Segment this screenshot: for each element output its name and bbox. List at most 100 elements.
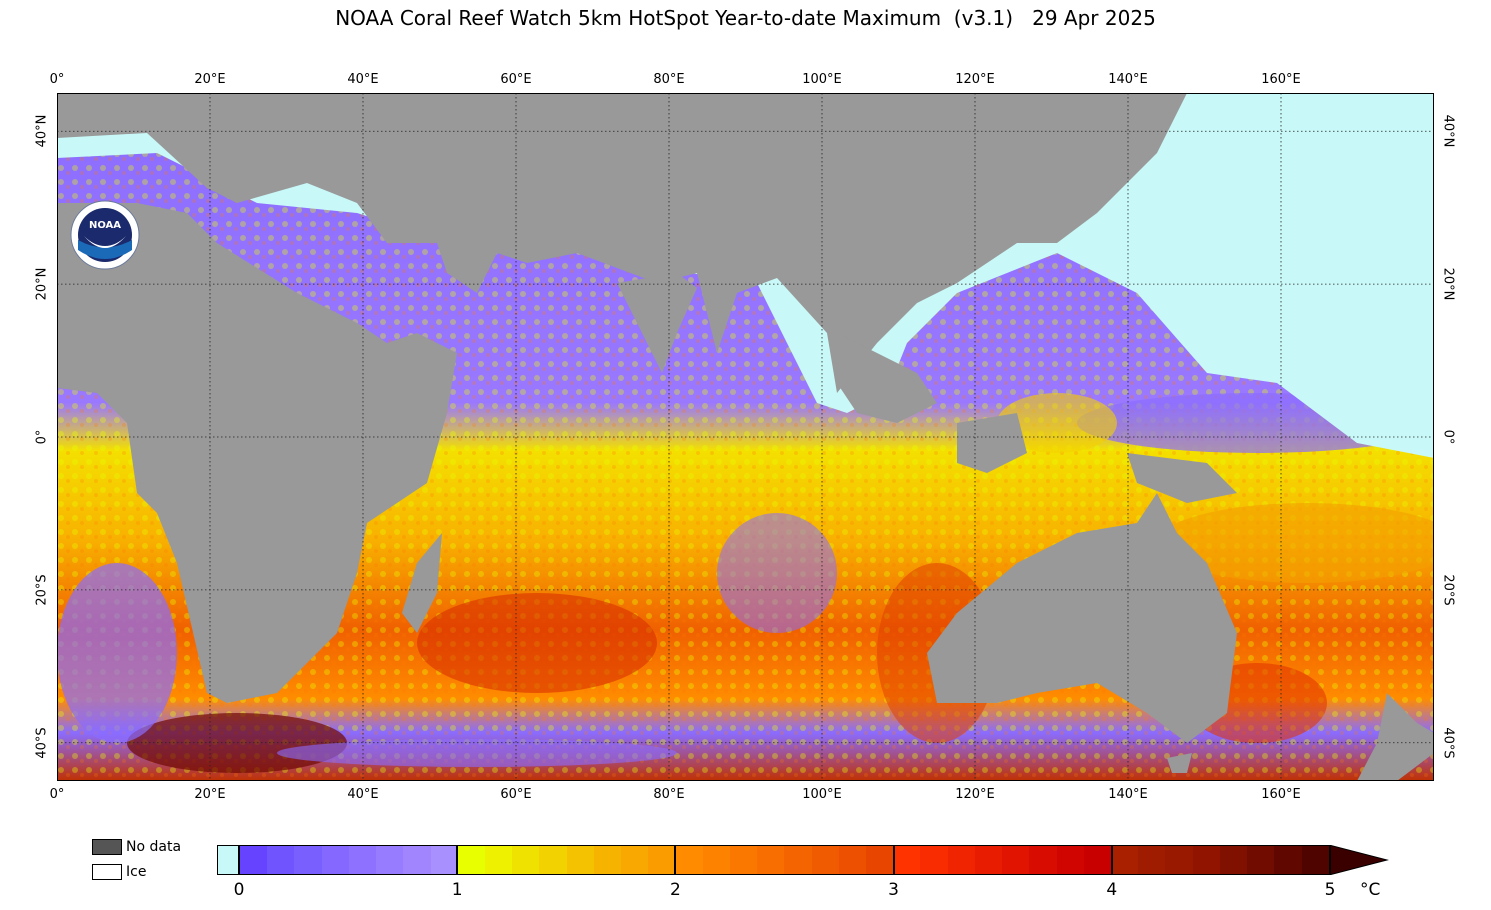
land-southeast-asia (837, 333, 937, 423)
land-new-zealand (1357, 693, 1434, 781)
lon-tick-label: 80°E (653, 72, 685, 87)
colorbar-tick-label: 5 (1324, 880, 1336, 900)
gridlines (57, 93, 1434, 781)
colorbar-arrow (1329, 845, 1389, 875)
lon-tick-label: 100°E (802, 787, 842, 802)
colorbar-segment (294, 846, 322, 874)
colorbar-segment (484, 846, 513, 874)
colorbar-segment (1192, 846, 1220, 874)
land-australia (927, 493, 1237, 743)
cool-patch (717, 513, 837, 633)
colorbar-segment (1247, 846, 1275, 874)
colorbar-segment (1056, 846, 1084, 874)
colorbar (217, 845, 1330, 875)
colorbar-segment (321, 846, 349, 874)
sst-hotspot-map[interactable] (57, 93, 1434, 781)
colorbar-segment (1083, 846, 1111, 874)
colorbar-segment (920, 846, 948, 874)
colorbar-unit: °C (1360, 880, 1381, 900)
lat-tick-label: 20°N (34, 267, 50, 301)
colorbar-segment (1165, 846, 1193, 874)
colorbar-segment (621, 846, 649, 874)
colorbar-segment (784, 846, 812, 874)
colorbar-segment (1002, 846, 1030, 874)
colorbar-segment (811, 846, 839, 874)
colorbar-tick (238, 845, 240, 875)
lon-tick-label: 80°E (653, 787, 685, 802)
colorbar-tick (892, 845, 895, 875)
colorbar-tick (1110, 845, 1113, 875)
ice-swatch (92, 864, 122, 880)
colorbar-tick-label: 2 (669, 880, 681, 900)
colorbar-zero-segment (218, 846, 240, 874)
lat-tick-label: 40°S (1440, 727, 1456, 759)
colorbar-segment (566, 846, 594, 874)
land-borneo (957, 413, 1027, 473)
colorbar-tick-label: 1 (451, 880, 463, 900)
colorbar-segment (267, 846, 295, 874)
colorbar-segment (838, 846, 867, 874)
hot-patch (417, 593, 657, 693)
lon-tick-label: 160°E (1261, 72, 1301, 87)
lat-tick-label: 40°S (34, 727, 50, 759)
colorbar-segment (729, 846, 758, 874)
colorbar-segment (539, 846, 567, 874)
warm-patch (1157, 503, 1434, 583)
land-india (617, 273, 697, 373)
colorbar-segment (240, 846, 268, 874)
colorbar-segment (1111, 846, 1139, 874)
colorbar-segment (702, 846, 730, 874)
no-data-label: No data (126, 839, 182, 855)
lat-tick-label: 0° (34, 429, 50, 445)
colorbar-tick-label: 0 (233, 880, 245, 900)
cool-patch (57, 563, 177, 743)
colorbar-segment (1138, 846, 1166, 874)
lon-tick-label: 160°E (1261, 787, 1301, 802)
land-tasmania (1167, 753, 1192, 773)
ice-label: Ice (126, 864, 147, 880)
cool-patch (277, 739, 677, 767)
lon-tick-label: 120°E (955, 787, 995, 802)
land-africa (57, 203, 457, 703)
colorbar-segment (348, 846, 377, 874)
lon-tick-label: 100°E (802, 72, 842, 87)
lat-tick-label: 40°N (1440, 114, 1456, 148)
colorbar-segment (1301, 846, 1329, 874)
colorbar-segment (675, 846, 703, 874)
colorbar-segment (593, 846, 622, 874)
lon-tick-label: 140°E (1108, 72, 1148, 87)
colorbar-segment (1274, 846, 1302, 874)
colorbar-segment (893, 846, 921, 874)
land-afro-eurasia (57, 93, 1187, 393)
lon-tick-label: 60°E (500, 787, 532, 802)
colorbar-segment (757, 846, 785, 874)
colorbar-segment (430, 846, 458, 874)
colorbar-tick-label: 4 (1106, 880, 1118, 900)
colorbar-tick (1329, 845, 1331, 875)
lon-tick-label: 60°E (500, 72, 532, 87)
colorbar-segment (947, 846, 975, 874)
colorbar-segment (1219, 846, 1248, 874)
colorbar-tick (456, 845, 459, 875)
colorbar-segment (974, 846, 1003, 874)
warm-patch (997, 393, 1117, 453)
land-madagascar (402, 533, 442, 633)
colorbar-segment (512, 846, 540, 874)
colorbar-segment (1029, 846, 1057, 874)
lon-tick-label: 40°E (347, 787, 379, 802)
lon-tick-label: 20°E (194, 72, 226, 87)
colorbar-segment (376, 846, 404, 874)
lon-tick-label: 0° (49, 787, 65, 802)
colorbar-segment (866, 846, 894, 874)
colorbar-segment (457, 846, 485, 874)
lon-tick-label: 40°E (347, 72, 379, 87)
colorbar-segment (648, 846, 676, 874)
noaa-logo-text: NOAA (89, 220, 121, 231)
noaa-logo: NOAA (70, 200, 140, 270)
lon-tick-label: 140°E (1108, 787, 1148, 802)
lon-tick-label: 0° (49, 72, 65, 87)
lon-tick-label: 20°E (194, 787, 226, 802)
page-title: NOAA Coral Reef Watch 5km HotSpot Year-t… (335, 6, 1156, 30)
colorbar-tick-label: 3 (888, 880, 900, 900)
lat-tick-label: 20°N (1440, 267, 1456, 301)
